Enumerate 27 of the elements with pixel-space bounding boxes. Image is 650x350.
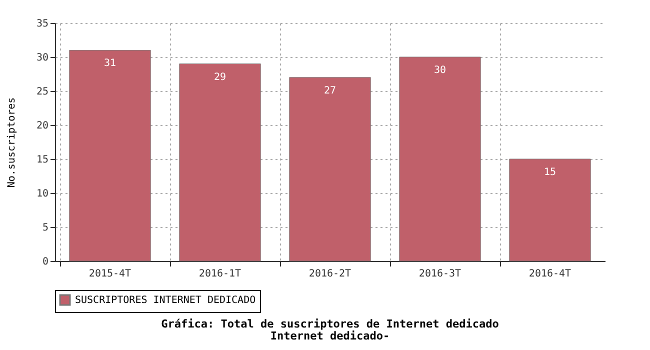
data-label: 31 (104, 58, 116, 70)
y-tick-label: 0 (42, 256, 48, 268)
y-tick-label: 5 (42, 222, 48, 234)
bar (399, 56, 481, 262)
y-tick-label: 10 (36, 188, 48, 200)
bar (179, 64, 261, 262)
y-tick-label: 35 (36, 18, 48, 30)
x-tick-label: 2016-1T (198, 268, 242, 280)
bar (69, 50, 151, 262)
x-tick-label: 2016-2T (308, 268, 352, 280)
legend-label: SUSCRIPTORES INTERNET DEDICADO (75, 295, 256, 306)
x-tick-label: 2016-4T (528, 268, 572, 280)
text: Internet dedicado- (270, 330, 390, 342)
bar (509, 158, 591, 262)
bar (289, 77, 371, 262)
data-label: 29 (214, 72, 226, 83)
y-tick-label: 30 (36, 52, 48, 64)
y-axis-title: No.suscriptores (6, 97, 18, 188)
x-tick-label: 2015-4T (88, 268, 132, 280)
data-label: 15 (544, 167, 556, 178)
y-tick-label: 25 (36, 86, 48, 98)
y-tick-label: 20 (36, 120, 48, 132)
data-label: 30 (434, 65, 446, 76)
data-label: 27 (324, 85, 336, 96)
y-tick-label: 15 (36, 154, 48, 166)
x-tick-label: 2016-3T (418, 268, 462, 280)
text: Gráfica: Total de suscriptores de Internet dedicado (161, 318, 500, 330)
